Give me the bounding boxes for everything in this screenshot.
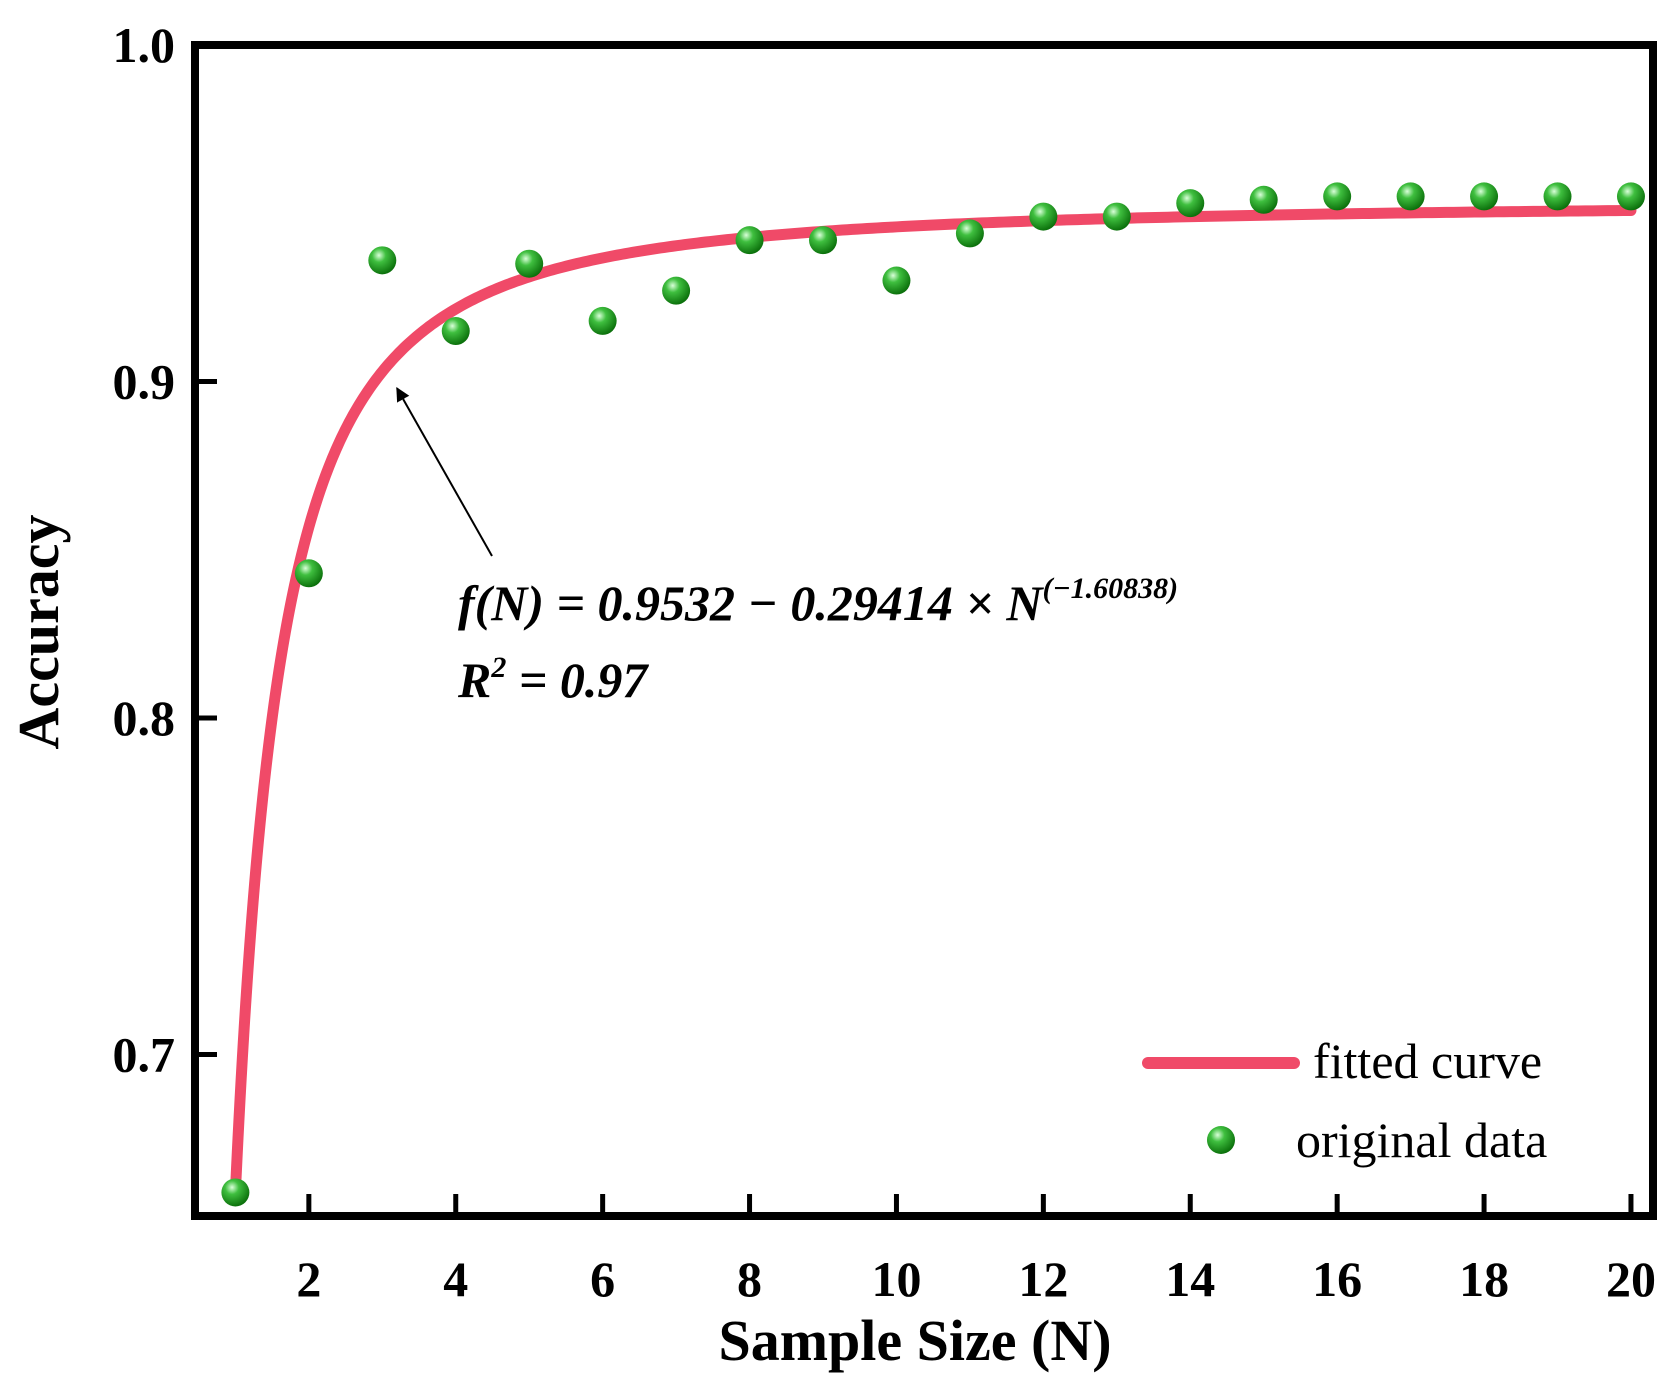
plot-frame (191, 41, 1657, 1220)
x-tick-label: 20 (1606, 1251, 1656, 1307)
data-point (1249, 185, 1278, 214)
y-tick-labels: 0.7 0.8 0.9 1.0 (113, 17, 176, 1082)
y-tick-label: 0.7 (113, 1026, 176, 1082)
data-point (1102, 202, 1131, 231)
fitted-curve-line (229, 204, 1637, 1198)
data-point (1396, 182, 1425, 211)
y-axis-title: Accuracy (6, 514, 71, 749)
data-point (221, 1178, 250, 1207)
data-point (735, 226, 764, 255)
data-point (515, 249, 544, 278)
x-tick-label: 16 (1312, 1251, 1362, 1307)
x-tick-label: 14 (1165, 1251, 1215, 1307)
data-point (1470, 182, 1499, 211)
scatter-points (221, 182, 1645, 1207)
data-point (662, 276, 691, 305)
data-point (955, 219, 984, 248)
data-point (1176, 189, 1205, 218)
data-point (1543, 182, 1572, 211)
x-tick-labels: 2 4 6 8 10 12 14 16 18 20 (296, 1251, 1656, 1307)
x-tick-label: 2 (296, 1251, 321, 1307)
data-point (1616, 182, 1645, 211)
legend-fitted-curve-label: fitted curve (1313, 1033, 1542, 1089)
data-point (441, 317, 470, 346)
legend-original-data-label: original data (1296, 1112, 1547, 1168)
y-tick-label: 0.8 (113, 690, 176, 746)
y-tick-label: 1.0 (113, 17, 176, 73)
data-point (588, 306, 617, 335)
legend-original-data-marker (1207, 1126, 1235, 1154)
data-point (294, 559, 323, 588)
data-point (1029, 202, 1058, 231)
annotation-arrow (396, 387, 493, 557)
x-tick-label: 18 (1459, 1251, 1509, 1307)
data-point (882, 266, 911, 295)
x-tick-label: 6 (590, 1251, 615, 1307)
equation-text: f(N) = 0.9532 − 0.29414 × N(−1.60838) (458, 572, 1178, 631)
x-tick-label: 12 (1018, 1251, 1068, 1307)
data-point (1323, 182, 1352, 211)
r-squared-text: R2 = 0.97 (457, 651, 649, 708)
data-point (368, 246, 397, 275)
x-tick-label: 4 (443, 1251, 468, 1307)
x-axis-title: Sample Size (N) (718, 1308, 1111, 1373)
y-tick-label: 0.9 (113, 353, 176, 409)
x-tick-label: 10 (871, 1251, 921, 1307)
data-point (809, 226, 838, 255)
x-tick-label: 8 (737, 1251, 762, 1307)
legend: fitted curve original data (1142, 1033, 1547, 1168)
